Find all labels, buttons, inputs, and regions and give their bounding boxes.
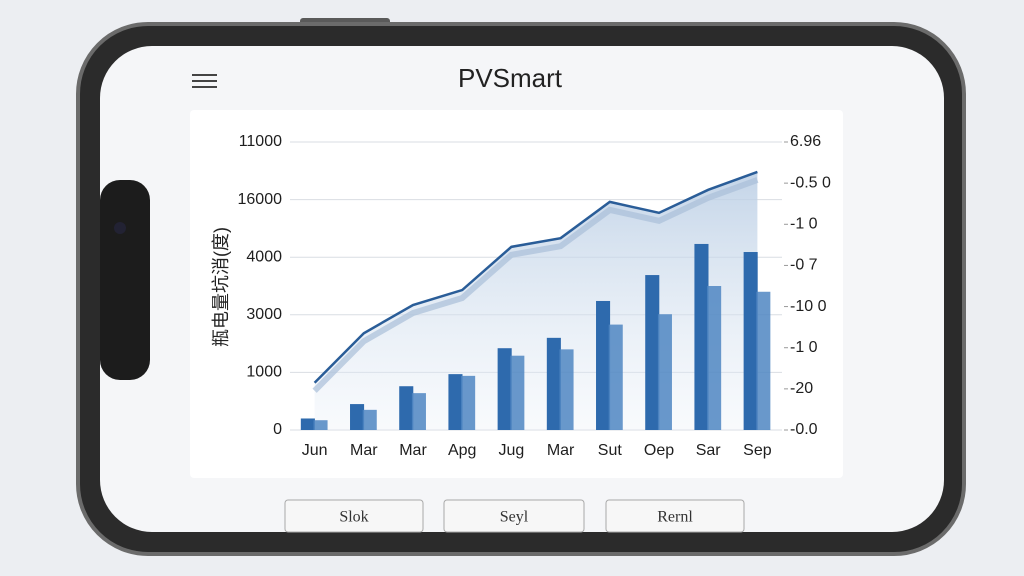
x-tick-label: Sar (696, 442, 722, 459)
y-tick-label: 4000 (246, 248, 282, 265)
x-tick-label: Oep (644, 442, 674, 459)
y2-tick-label: -0.5 0 (790, 174, 831, 191)
x-tick-label: Jug (499, 442, 525, 459)
bar (756, 291, 771, 430)
bar (608, 324, 623, 430)
phone-notch (100, 180, 150, 380)
y2-tick-label: -1 0 (790, 339, 818, 356)
button[interactable]: Rernl (605, 499, 745, 533)
bar (645, 275, 660, 430)
app-title: PVSmart (458, 63, 563, 93)
bar (362, 409, 377, 430)
button-box[interactable] (443, 499, 585, 533)
chart: 0 1000 3000 4000 16000 11000 -0.0 -20 -1 0 -10 0 -… (238, 133, 832, 459)
y2-tick-label: -1 0 (790, 216, 818, 233)
bar (461, 375, 476, 430)
button-box[interactable] (284, 499, 424, 533)
bar (510, 355, 525, 430)
x-tick-label: Sut (598, 442, 623, 459)
y2-tick-label: -10 0 (790, 298, 827, 315)
x-tick-label: Jun (302, 442, 328, 459)
x-tick-label: Apg (448, 442, 476, 459)
y-tick-label: 3000 (246, 306, 282, 323)
y-axis-label: 瓶电量坑消(度) (211, 227, 231, 347)
bar (596, 300, 611, 430)
bar (399, 386, 414, 430)
y2-tick-label: -0 7 (790, 257, 818, 274)
bar (694, 243, 709, 430)
bar (497, 348, 512, 430)
y2-tick-label: 6.96 (790, 133, 821, 150)
camera (114, 222, 126, 234)
y-tick-label: 16000 (238, 191, 283, 208)
bar (448, 374, 463, 430)
bar (559, 349, 574, 430)
x-tick-label: Mar (350, 442, 378, 459)
button-label: Slok (339, 509, 368, 526)
bar (313, 420, 328, 430)
button[interactable]: Seyl (443, 499, 585, 533)
bar (657, 314, 672, 430)
x-tick-label: Mar (547, 442, 575, 459)
bar (300, 418, 315, 430)
bar (350, 404, 365, 430)
bar (743, 252, 758, 430)
x-tick-label: Sep (743, 442, 772, 459)
line (313, 170, 758, 384)
button[interactable]: Slok (284, 499, 424, 533)
bar (546, 337, 561, 430)
y-tick-label: 11000 (239, 133, 282, 150)
x-tick-label: Mar (399, 442, 427, 459)
menu-icon[interactable] (192, 74, 217, 88)
y2-tick-label: -20 (790, 380, 813, 397)
button-label: Seyl (500, 509, 529, 526)
y-tick-label: 1000 (246, 364, 282, 381)
bar (707, 286, 722, 430)
button-box[interactable] (605, 499, 745, 533)
line-shadow (312, 177, 759, 393)
y2-tick-label: -0.0 (790, 421, 818, 438)
button-label: Rernl (657, 509, 693, 526)
y-tick-label: 0 (273, 421, 282, 438)
bar (411, 393, 426, 430)
